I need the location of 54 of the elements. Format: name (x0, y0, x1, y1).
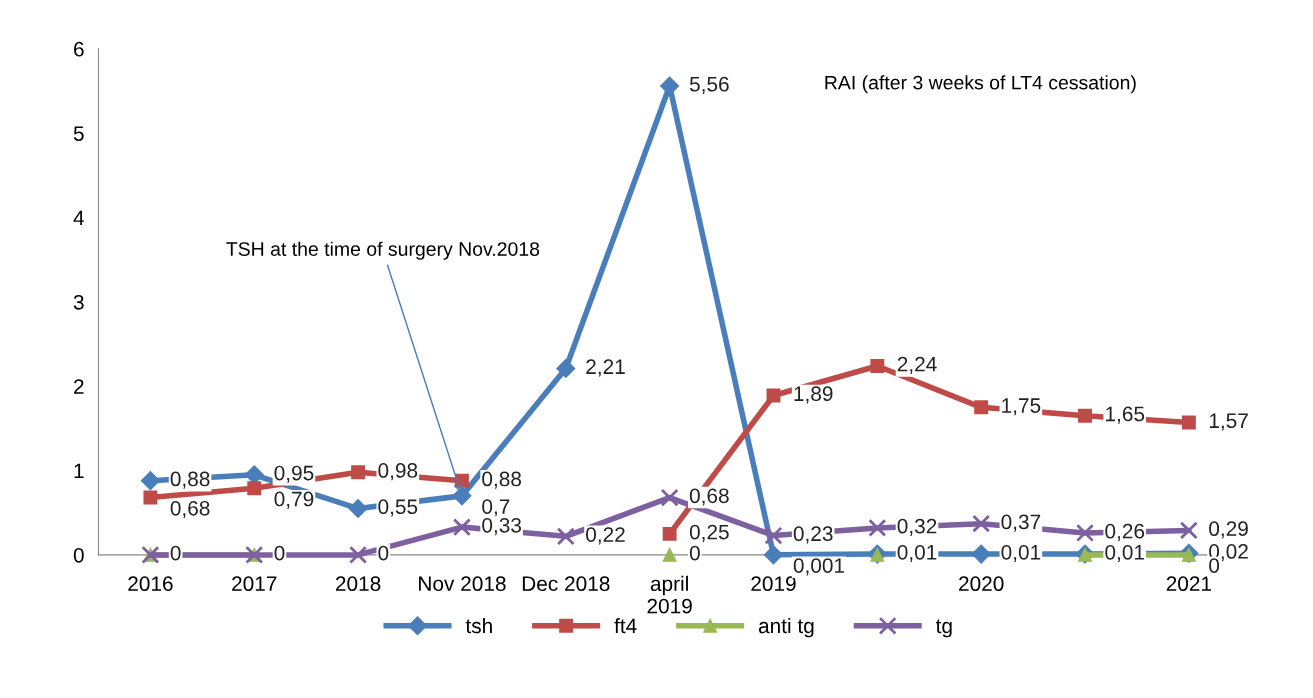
legend-label: tg (935, 619, 952, 638)
data-label: 0,7 (482, 499, 510, 517)
data-label: 0,55 (378, 499, 418, 517)
y-tick-label: 5 (73, 126, 84, 141)
x-tick-label: Nov 2018 (419, 576, 506, 592)
y-tick-label: 1 (74, 463, 84, 479)
legend-label: ft4 (614, 617, 637, 634)
x-tick-label: 2016 (128, 576, 173, 592)
data-label: 0 (689, 545, 700, 561)
data-label: 0,29 (1209, 521, 1248, 539)
data-label: 0,26 (1105, 523, 1145, 542)
data-label: 0,22 (586, 527, 625, 545)
data-label: 0,001 (793, 558, 845, 576)
y-tick-label: 3 (73, 294, 84, 310)
data-label: 0,01 (1001, 544, 1041, 563)
x-tick-label: 2020 (959, 576, 1004, 592)
data-label: 0,23 (793, 526, 833, 544)
x-tick-label: 2017 (232, 576, 277, 592)
x-tick-label: Dec 2018 (522, 576, 610, 592)
annotation: TSH at the time of surgery Nov.2018 (226, 241, 540, 260)
data-label: 0,88 (482, 471, 522, 489)
data-label: 0,01 (1105, 544, 1144, 563)
data-label: 0,01 (897, 544, 937, 563)
data-label: 5,56 (689, 76, 729, 95)
y-tick-label: 0 (73, 547, 84, 563)
data-label: 1,89 (794, 386, 833, 404)
data-label: 0,68 (170, 500, 210, 519)
data-label: 0 (170, 545, 181, 561)
data-label: 0,33 (482, 517, 522, 536)
x-tick-label: 2019 (751, 576, 796, 592)
x-tick-label: april 2019 (647, 575, 692, 614)
data-label: 0,68 (689, 488, 729, 506)
x-tick-label: 2021 (1166, 576, 1212, 592)
y-tick-label: 4 (73, 210, 84, 226)
data-label: 0,37 (1001, 514, 1041, 532)
data-label: 1,75 (1002, 398, 1041, 416)
x-tick-label: 2018 (335, 576, 381, 592)
data-label: 2,24 (897, 356, 937, 375)
y-tick-label: 6 (74, 41, 84, 57)
data-label: 0,32 (897, 518, 937, 536)
data-label: 1,65 (1106, 406, 1145, 424)
legend-label: tsh (465, 617, 492, 634)
data-label: 0,88 (170, 471, 210, 489)
annotation: RAI (after 3 weeks of LT4 cessation) (825, 75, 1136, 94)
legend-label: anti tg (758, 617, 814, 638)
data-label: 0 (378, 545, 389, 561)
data-label: 1,57 (1209, 413, 1248, 431)
data-label: 2,21 (586, 359, 625, 377)
data-label: 0,25 (689, 524, 729, 542)
data-label: 0,98 (378, 463, 418, 481)
data-label: 0,95 (274, 465, 314, 483)
y-tick-label: 2 (74, 379, 84, 394)
data-label: 0,79 (274, 491, 314, 509)
data-label: 0 (274, 545, 285, 561)
